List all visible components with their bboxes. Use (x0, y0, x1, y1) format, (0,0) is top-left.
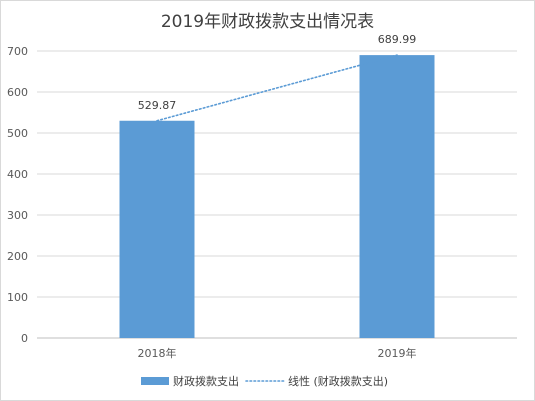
bars (119, 55, 435, 339)
trendline-line (156, 54, 398, 122)
chart-title: 2019年财政拨款支出情况表 (161, 12, 374, 32)
y-tick-label: 600 (7, 86, 28, 99)
y-tick-label: 300 (7, 209, 28, 222)
y-tick-label: 400 (7, 168, 28, 181)
legend-label: 线性 (财政拨款支出) (288, 374, 388, 388)
x-tick-label: 2019年 (378, 346, 417, 360)
data-label: 689.99 (378, 33, 417, 46)
legend: 财政拨款支出 线性 (财政拨款支出) (141, 374, 388, 388)
y-tick-label: 200 (7, 250, 28, 263)
legend-swatch-bar (141, 377, 169, 385)
legend-label: 财政拨款支出 (173, 374, 239, 388)
trendline (156, 54, 398, 122)
x-tick-label: 2018年 (138, 346, 177, 360)
bar (359, 55, 435, 339)
y-axis: 0 100 200 300 400 500 600 700 (7, 45, 28, 345)
data-labels: 529.87 689.99 (138, 33, 417, 112)
data-label: 529.87 (138, 99, 177, 112)
y-tick-label: 100 (7, 291, 28, 304)
gridlines (37, 50, 517, 339)
y-tick-label: 500 (7, 127, 28, 140)
y-tick-label: 0 (21, 332, 28, 345)
x-axis: 2018年 2019年 (138, 346, 417, 360)
y-tick-label: 700 (7, 45, 28, 58)
bar (119, 120, 195, 339)
